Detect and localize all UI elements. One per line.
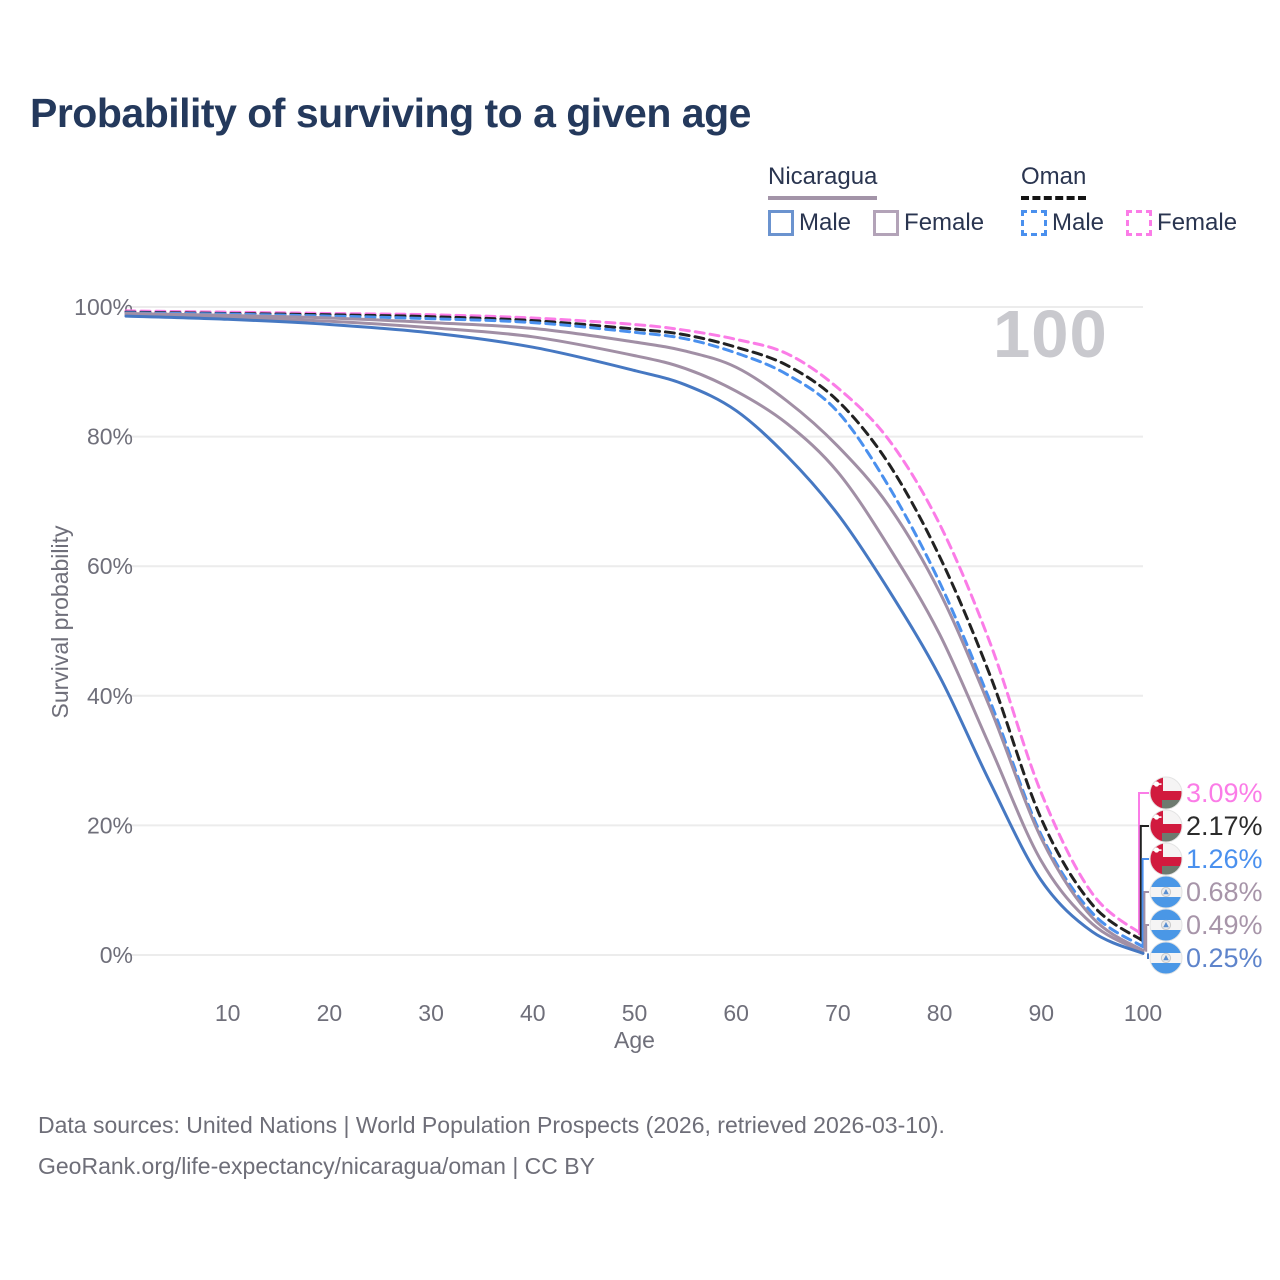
end-value-label-nicaragua-male: 0.25% (1186, 943, 1263, 973)
end-value-label-nicaragua-both-sexes: 0.49% (1186, 910, 1263, 940)
series-line-nicaragua-male (124, 314, 1145, 955)
leader-line-oman-male (1141, 858, 1149, 947)
oman-flag-icon (1149, 776, 1183, 810)
legend-item-label: Male (799, 209, 852, 236)
legend-item-nicaragua-male[interactable]: Male (768, 209, 851, 237)
x-tick-label: 10 (215, 1000, 241, 1026)
series-line-oman-both-sexes (124, 310, 1145, 943)
legend-group-nicaragua: Nicaragua Male Female (768, 163, 984, 237)
y-tick-label: 100% (74, 294, 133, 320)
y-axis-label: Survival probability (47, 525, 73, 719)
x-tick-label: 30 (418, 1000, 444, 1026)
y-tick-label: 40% (87, 683, 133, 709)
end-value-label-oman-both-sexes: 2.17% (1186, 811, 1263, 841)
legend-item-oman-male[interactable]: Male (1021, 209, 1104, 237)
legend-title-oman: Oman (1021, 163, 1087, 200)
series-line-nicaragua-female (124, 311, 1145, 953)
y-tick-label: 80% (87, 424, 133, 450)
leader-line-nicaragua-male (1147, 953, 1149, 959)
nicaragua-flag-icon (1149, 941, 1183, 975)
series-line-oman-male (124, 311, 1145, 949)
x-tick-label: 80 (927, 1000, 953, 1026)
leader-line-oman-female (1138, 792, 1149, 935)
x-tick-label: 90 (1029, 1000, 1055, 1026)
leader-line-nicaragua-female (1143, 891, 1149, 951)
leader-line-nicaragua-both-sexes (1145, 924, 1149, 952)
legend-group-oman: Oman Male Female (1021, 163, 1237, 237)
x-tick-label: 20 (317, 1000, 343, 1026)
y-tick-label: 20% (87, 812, 133, 838)
x-tick-label: 40 (520, 1000, 546, 1026)
oman-flag-icon (1149, 809, 1183, 843)
series-line-nicaragua-both-sexes (124, 313, 1145, 954)
y-tick-label: 60% (87, 553, 133, 579)
oman-female-swatch-icon (1126, 210, 1153, 236)
leader-line-oman-both-sexes (1139, 825, 1149, 941)
legend-item-label: Female (1157, 209, 1238, 236)
age-watermark: 100 (993, 297, 1108, 372)
end-value-label-oman-female: 3.09% (1186, 778, 1263, 808)
nicaragua-male-swatch-icon (768, 210, 794, 236)
legend-items-nicaragua: Male Female (768, 209, 984, 237)
end-value-label-oman-male: 1.26% (1186, 844, 1263, 874)
series-line-oman-female (124, 309, 1145, 937)
legend-title-nicaragua: Nicaragua (768, 163, 878, 200)
x-tick-label: 50 (622, 1000, 648, 1026)
legend-item-oman-female[interactable]: Female (1126, 209, 1237, 237)
x-axis-label: Age (614, 1027, 655, 1053)
footer-line-2: GeoRank.org/life-expectancy/nicaragua/om… (38, 1153, 595, 1179)
footer-line-1: Data sources: United Nations | World Pop… (38, 1112, 945, 1138)
oman-flag-icon (1149, 842, 1183, 876)
oman-male-swatch-icon (1021, 210, 1047, 236)
page-title: Probability of surviving to a given age (30, 90, 751, 136)
x-tick-label: 100 (1124, 1000, 1162, 1026)
nicaragua-female-swatch-icon (873, 210, 900, 236)
footer-attribution: Data sources: United Nations | World Pop… (38, 1105, 945, 1187)
legend-item-label: Male (1052, 209, 1105, 236)
legend-item-nicaragua-female[interactable]: Female (873, 209, 984, 237)
end-value-label-nicaragua-female: 0.68% (1186, 877, 1263, 907)
legend-items-oman: Male Female (1021, 209, 1237, 237)
nicaragua-flag-icon (1149, 875, 1183, 909)
legend-item-label: Female (904, 209, 985, 236)
y-tick-label: 0% (100, 942, 133, 968)
x-tick-label: 70 (825, 1000, 851, 1026)
nicaragua-flag-icon (1149, 908, 1183, 942)
x-tick-label: 60 (723, 1000, 749, 1026)
